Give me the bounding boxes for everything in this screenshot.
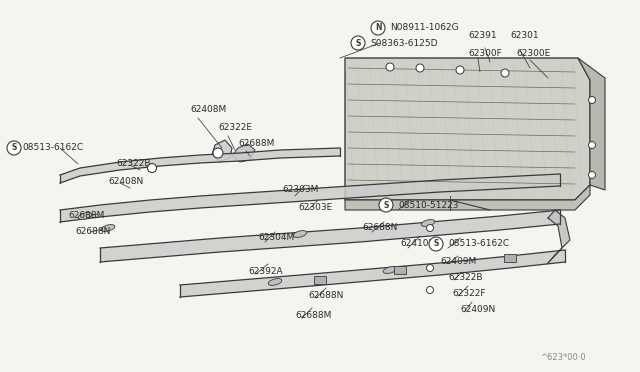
Circle shape: [456, 66, 464, 74]
Text: 62303E: 62303E: [298, 202, 332, 212]
Text: 62322B: 62322B: [448, 273, 483, 282]
Polygon shape: [212, 140, 232, 162]
Circle shape: [379, 198, 393, 212]
Ellipse shape: [268, 279, 282, 285]
Text: 62408M: 62408M: [190, 106, 227, 115]
Polygon shape: [100, 210, 560, 262]
Bar: [504, 254, 516, 262]
Circle shape: [501, 69, 509, 77]
Text: N08911-1062G: N08911-1062G: [390, 23, 459, 32]
Text: ^623*00·0: ^623*00·0: [540, 353, 586, 362]
Polygon shape: [548, 210, 570, 263]
Circle shape: [429, 237, 443, 251]
Polygon shape: [345, 185, 590, 210]
Circle shape: [7, 141, 21, 155]
Text: 62408N: 62408N: [108, 176, 143, 186]
Circle shape: [589, 171, 595, 179]
Polygon shape: [60, 174, 560, 222]
Polygon shape: [345, 58, 590, 200]
Text: 62391: 62391: [468, 32, 497, 41]
Polygon shape: [60, 148, 340, 183]
Text: 62322B: 62322B: [116, 158, 150, 167]
Text: S: S: [12, 144, 17, 153]
Circle shape: [371, 21, 385, 35]
Text: 62392A: 62392A: [248, 267, 283, 276]
Ellipse shape: [293, 231, 307, 237]
Ellipse shape: [421, 219, 435, 227]
Ellipse shape: [383, 267, 397, 273]
Text: 62300F: 62300F: [468, 49, 502, 58]
Circle shape: [589, 96, 595, 103]
Circle shape: [426, 286, 433, 294]
Polygon shape: [180, 250, 565, 297]
Text: N: N: [375, 23, 381, 32]
Polygon shape: [232, 144, 255, 162]
Bar: [394, 266, 406, 274]
Polygon shape: [578, 58, 605, 190]
Ellipse shape: [101, 225, 115, 231]
Text: 62322F: 62322F: [452, 289, 486, 298]
Text: 62688N: 62688N: [362, 224, 397, 232]
Circle shape: [416, 64, 424, 72]
Text: 62304M: 62304M: [258, 234, 294, 243]
Circle shape: [213, 148, 223, 158]
Text: 62688N: 62688N: [308, 291, 344, 299]
Circle shape: [426, 224, 433, 231]
Text: 62688N: 62688N: [75, 227, 110, 235]
Text: 62301: 62301: [510, 32, 539, 41]
Text: 62322E: 62322E: [218, 124, 252, 132]
Ellipse shape: [78, 212, 92, 219]
Text: S: S: [355, 38, 361, 48]
Circle shape: [426, 264, 433, 272]
Text: S: S: [433, 240, 438, 248]
Text: 62410F: 62410F: [400, 240, 434, 248]
Text: 62300E: 62300E: [516, 49, 550, 58]
Circle shape: [147, 164, 157, 173]
Text: 62688M: 62688M: [68, 211, 104, 219]
Text: 62409M: 62409M: [440, 257, 476, 266]
Bar: [314, 276, 326, 284]
Text: S: S: [383, 201, 388, 209]
Circle shape: [589, 141, 595, 148]
Circle shape: [386, 63, 394, 71]
Text: 62303M: 62303M: [282, 186, 318, 195]
Text: 62688M: 62688M: [238, 140, 275, 148]
Text: 62688M: 62688M: [295, 311, 332, 320]
Text: 08513-6162C: 08513-6162C: [22, 144, 83, 153]
Text: 08510-51223: 08510-51223: [398, 201, 458, 209]
Text: 08513-6162C: 08513-6162C: [448, 240, 509, 248]
Text: S08363-6125D: S08363-6125D: [370, 38, 438, 48]
Circle shape: [351, 36, 365, 50]
Text: 62409N: 62409N: [460, 305, 495, 314]
